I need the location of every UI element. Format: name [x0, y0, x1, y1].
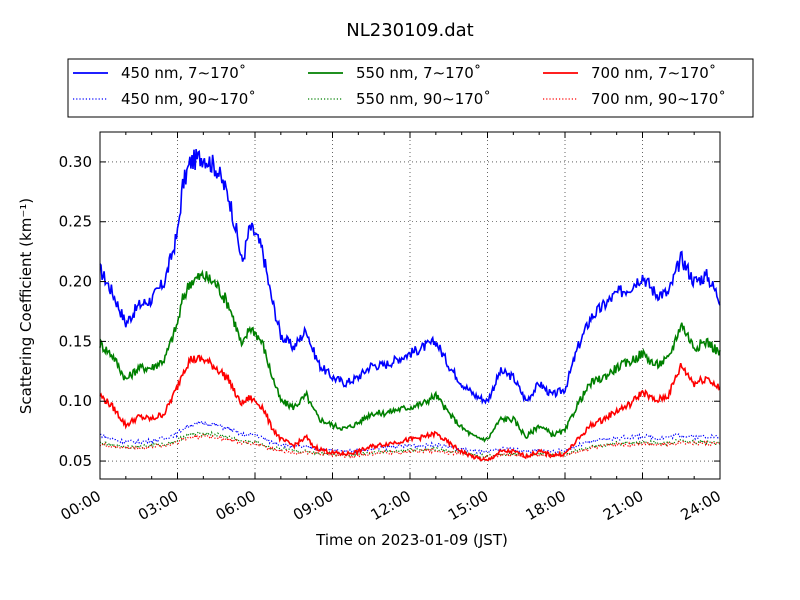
series-line: [99, 432, 720, 460]
y-tick-label: 0.10: [59, 392, 92, 410]
series-line: [99, 430, 721, 459]
legend-label: 450 nm, 90∼170˚: [121, 90, 256, 108]
series-line: [99, 354, 721, 462]
y-tick-label: 0.15: [59, 332, 92, 350]
y-tick-label: 0.30: [59, 153, 92, 171]
legend-label: 700 nm, 90∼170˚: [591, 90, 726, 108]
y-tick-label: 0.05: [59, 452, 92, 470]
legend-frame: [67, 58, 754, 118]
legend-label: 450 nm, 7∼170˚: [121, 64, 246, 82]
series-line: [99, 149, 721, 405]
y-tick-label: 0.25: [59, 213, 92, 231]
grid: [100, 132, 720, 479]
series-line: [99, 269, 721, 443]
axis-ticks: [100, 132, 720, 479]
plot-background: [100, 132, 720, 479]
x-axis-label: Time on 2023-01-09 (JST): [315, 531, 508, 549]
chart-title: NL230109.dat: [346, 20, 473, 41]
series-layer: [99, 149, 721, 462]
legend-label: 700 nm, 7∼170˚: [591, 64, 716, 82]
plot-area: [99, 131, 721, 480]
legend: 450 nm, 7∼170˚ 450 nm, 90∼170˚ 550 nm, 7∼1…: [67, 58, 754, 118]
y-tick-label: 0.20: [59, 273, 92, 291]
y-tick-labels: 0.05 0.10 0.15 0.20 0.25 0.30: [59, 153, 92, 470]
legend-label: 550 nm, 7∼170˚: [356, 64, 481, 82]
y-axis-label: Scattering Coefficient (km⁻¹): [17, 198, 35, 414]
legend-label: 550 nm, 90∼170˚: [356, 90, 491, 108]
